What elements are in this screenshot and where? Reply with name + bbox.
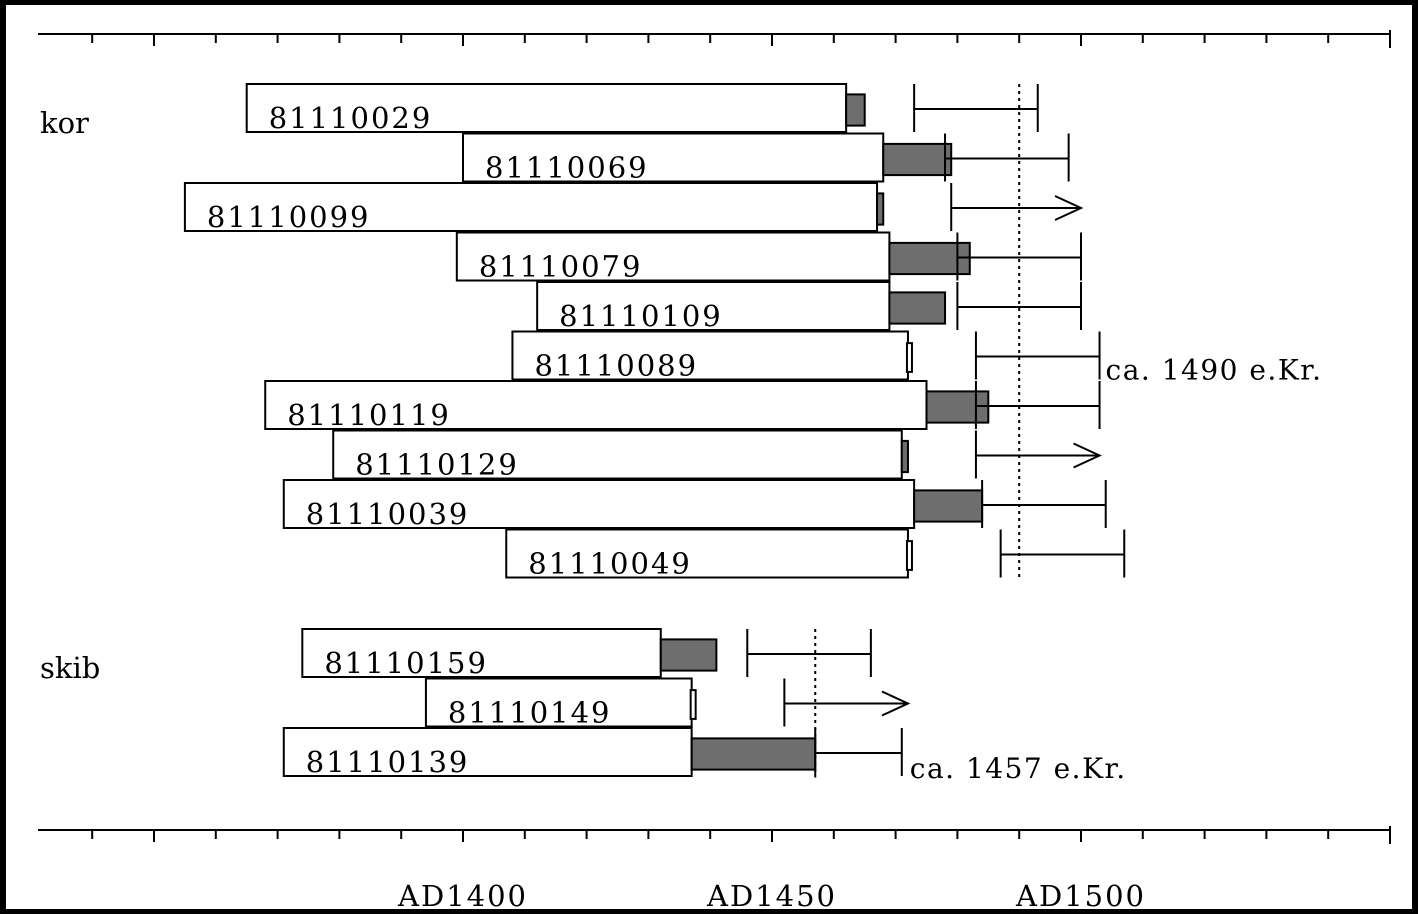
felling-lines — [814, 84, 1021, 778]
open-end-arrow — [1073, 442, 1102, 469]
sapwood-bar — [690, 737, 817, 771]
sample-label: 81110029 — [269, 101, 433, 135]
heartwood-bar — [462, 132, 885, 183]
sample-label: 81110109 — [559, 299, 723, 333]
group-label: skib — [40, 651, 100, 685]
sapwood-bar — [876, 192, 885, 226]
sample-bars — [183, 83, 990, 777]
felling-annotation: ca. 1490 e.Kr. — [1106, 354, 1323, 387]
open-end-arrow — [1054, 195, 1084, 221]
heartwood-bar — [511, 330, 909, 381]
sapwood-bar — [882, 142, 953, 177]
sapwood-bar — [659, 638, 718, 672]
sapwood-bar — [689, 689, 697, 720]
group-label: kor — [40, 106, 89, 140]
heartwood-bar — [332, 429, 903, 480]
sample-label: 81110039 — [306, 497, 470, 531]
sapwood-bar — [905, 540, 913, 571]
heartwood-bar — [183, 182, 879, 232]
heartwood-bar — [282, 727, 693, 777]
heartwood-bar — [536, 281, 891, 331]
sample-label: 81110089 — [534, 349, 698, 383]
open-end-arrow — [881, 690, 911, 717]
heartwood-bar — [424, 677, 693, 728]
x-tick-label: AD1450 — [706, 879, 837, 913]
heartwood-bar — [282, 479, 916, 529]
x-tick-label: AD1400 — [397, 879, 528, 913]
sapwood-bar — [913, 489, 984, 523]
x-tick-label: AD1500 — [1015, 879, 1146, 913]
felling-ranges — [746, 84, 1126, 776]
sapwood-bar — [905, 342, 913, 373]
sample-label: 81110069 — [485, 151, 649, 185]
sapwood-bar — [888, 291, 947, 325]
felling-annotation: ca. 1457 e.Kr. — [910, 752, 1127, 785]
sample-label: 81110049 — [528, 547, 692, 581]
sapwood-bar — [845, 93, 866, 127]
sample-label: 81110159 — [324, 646, 488, 680]
axes: AD1400 AD1450 AD1500 — [38, 30, 1391, 913]
sample-label: 81110129 — [355, 448, 519, 482]
sample-label: 81110099 — [207, 200, 371, 234]
sample-label: 81110119 — [287, 398, 451, 432]
labels: kor 81110029 81110069 81110099 81110079 81110… — [40, 101, 1323, 785]
heartwood-bar — [264, 380, 928, 430]
sample-label: 81110079 — [479, 250, 643, 284]
heartwood-bar — [301, 628, 662, 678]
heartwood-bar — [245, 83, 848, 133]
heartwood-bar — [505, 528, 909, 579]
sample-label: 81110149 — [448, 696, 612, 730]
sapwood-bar — [888, 241, 971, 276]
sample-label: 81110139 — [306, 745, 470, 779]
sapwood-bar — [900, 439, 909, 474]
